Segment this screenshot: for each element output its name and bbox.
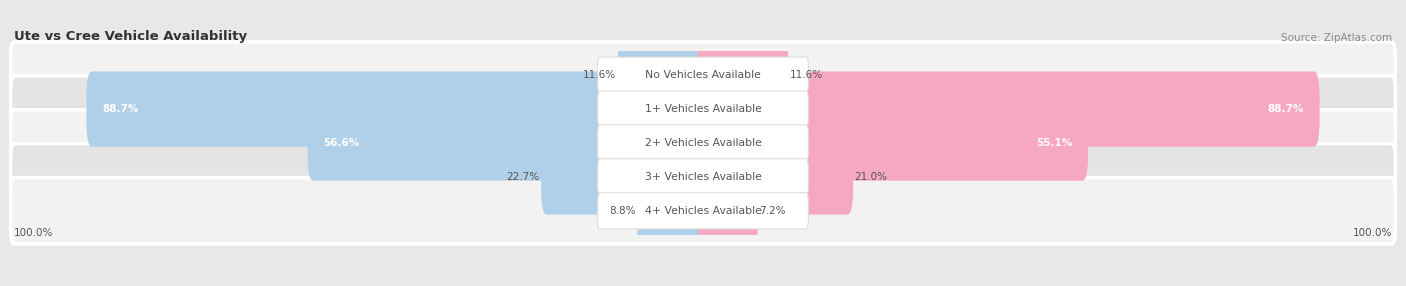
FancyBboxPatch shape: [617, 37, 709, 113]
FancyBboxPatch shape: [541, 139, 709, 214]
FancyBboxPatch shape: [598, 125, 808, 161]
FancyBboxPatch shape: [598, 91, 808, 127]
Text: 100.0%: 100.0%: [1353, 228, 1392, 238]
FancyBboxPatch shape: [637, 173, 709, 249]
FancyBboxPatch shape: [598, 159, 808, 195]
Text: Source: ZipAtlas.com: Source: ZipAtlas.com: [1281, 33, 1392, 43]
Text: 11.6%: 11.6%: [583, 70, 616, 80]
Text: 1+ Vehicles Available: 1+ Vehicles Available: [644, 104, 762, 114]
FancyBboxPatch shape: [598, 193, 808, 229]
Text: 88.7%: 88.7%: [1267, 104, 1303, 114]
FancyBboxPatch shape: [11, 110, 1395, 176]
FancyBboxPatch shape: [86, 72, 709, 147]
Text: 88.7%: 88.7%: [103, 104, 139, 114]
FancyBboxPatch shape: [697, 37, 789, 113]
FancyBboxPatch shape: [697, 72, 1320, 147]
FancyBboxPatch shape: [598, 57, 808, 93]
Text: 56.6%: 56.6%: [323, 138, 360, 148]
Text: 11.6%: 11.6%: [790, 70, 823, 80]
FancyBboxPatch shape: [11, 178, 1395, 244]
FancyBboxPatch shape: [697, 105, 1088, 181]
FancyBboxPatch shape: [697, 173, 758, 249]
Text: 7.2%: 7.2%: [759, 206, 786, 216]
Text: No Vehicles Available: No Vehicles Available: [645, 70, 761, 80]
Text: 21.0%: 21.0%: [855, 172, 887, 182]
Text: 3+ Vehicles Available: 3+ Vehicles Available: [644, 172, 762, 182]
FancyBboxPatch shape: [697, 139, 853, 214]
FancyBboxPatch shape: [11, 76, 1395, 142]
Text: 55.1%: 55.1%: [1036, 138, 1073, 148]
Text: Ute vs Cree Vehicle Availability: Ute vs Cree Vehicle Availability: [14, 30, 247, 43]
Text: 8.8%: 8.8%: [609, 206, 636, 216]
Text: 4+ Vehicles Available: 4+ Vehicles Available: [644, 206, 762, 216]
FancyBboxPatch shape: [11, 42, 1395, 108]
FancyBboxPatch shape: [11, 144, 1395, 210]
FancyBboxPatch shape: [308, 105, 709, 181]
Text: 22.7%: 22.7%: [506, 172, 540, 182]
Text: 2+ Vehicles Available: 2+ Vehicles Available: [644, 138, 762, 148]
Text: 100.0%: 100.0%: [14, 228, 53, 238]
